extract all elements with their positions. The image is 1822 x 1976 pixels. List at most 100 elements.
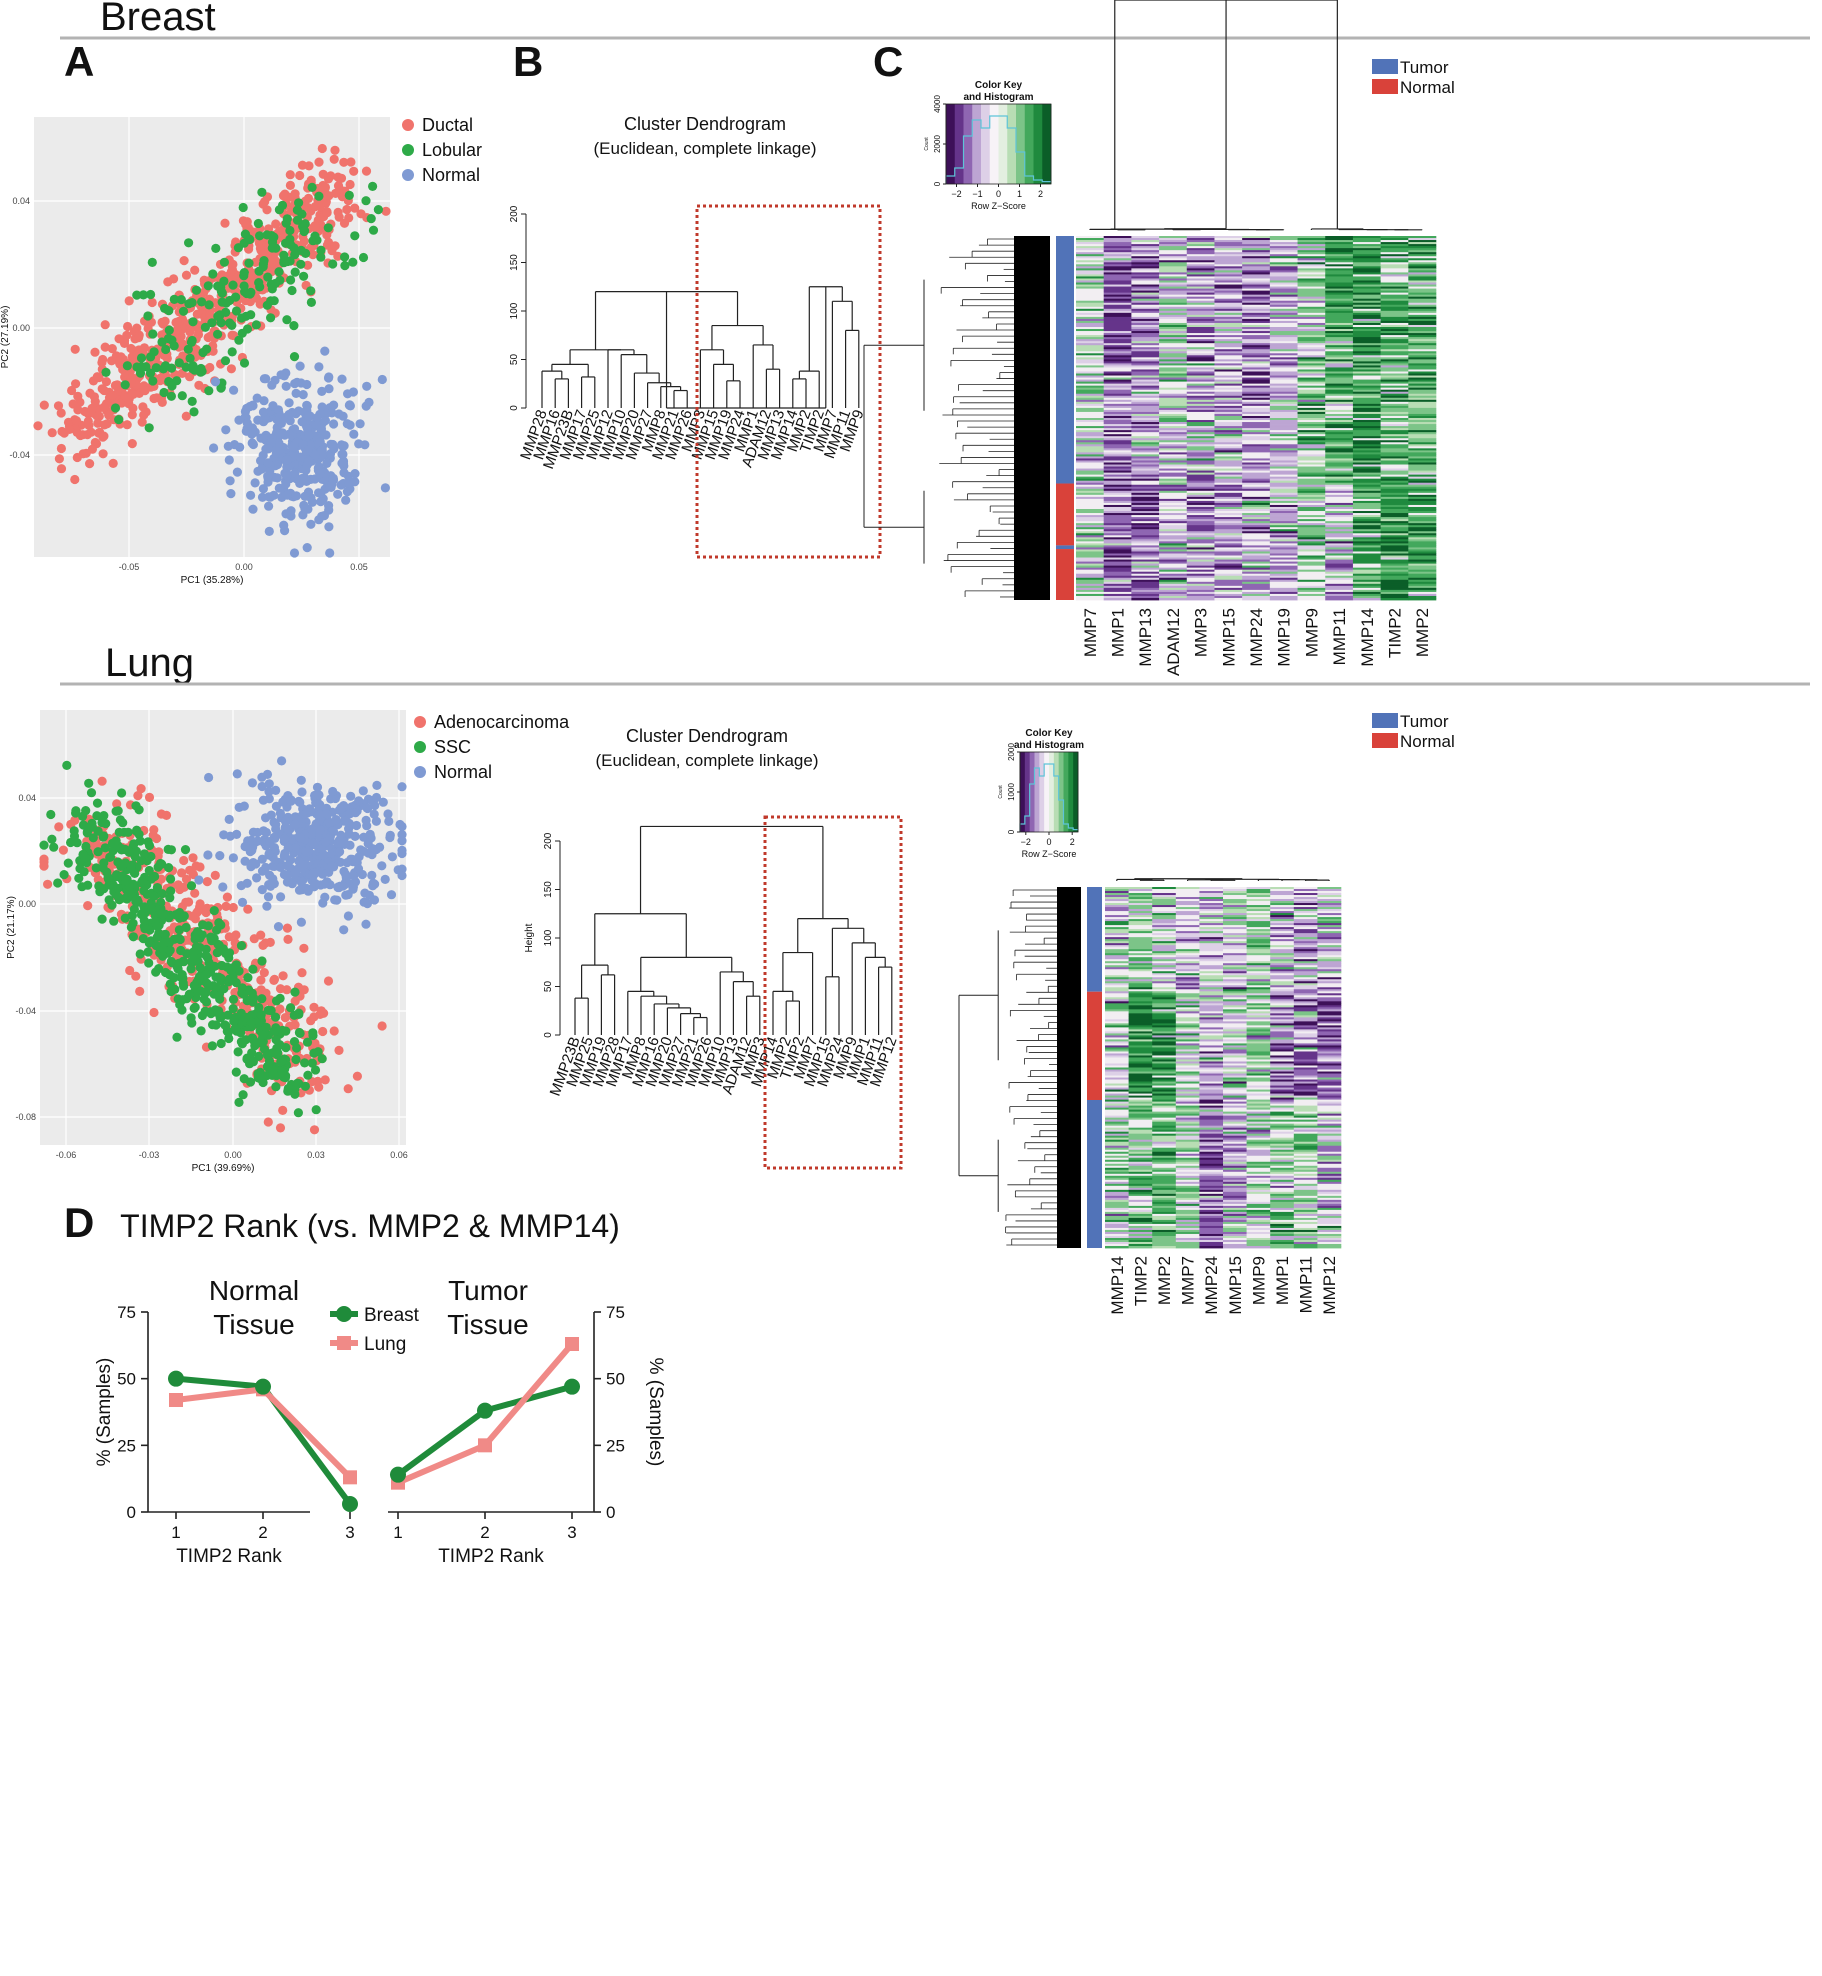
pca-point <box>159 387 169 398</box>
pca-point <box>317 143 327 154</box>
pca-point <box>361 166 372 176</box>
pca-point <box>148 329 158 339</box>
pca-point <box>114 334 124 344</box>
pca-point <box>143 311 153 321</box>
pca-point <box>333 172 343 182</box>
pca-point <box>99 831 109 841</box>
pca-point <box>238 202 248 213</box>
pca-point <box>297 160 308 170</box>
pca-point <box>303 193 314 203</box>
pca-point <box>293 1108 303 1118</box>
pca-point <box>56 443 66 454</box>
pca-y-tick-label: 0.00 <box>12 323 30 333</box>
pca-point <box>306 175 316 185</box>
pca-point <box>126 343 136 354</box>
pca-point <box>263 1061 273 1071</box>
pca-point <box>258 407 269 417</box>
pca-point <box>368 181 378 191</box>
pca-point <box>320 416 330 426</box>
pca-point <box>264 526 274 537</box>
pca-point <box>240 841 250 852</box>
pca-point <box>122 330 132 340</box>
pca-point <box>121 876 131 886</box>
pca-point <box>258 484 268 494</box>
pca-point <box>320 1075 330 1085</box>
pca-y-axis-label: PC2 (21.17%) <box>6 896 17 959</box>
pca-point <box>290 267 300 277</box>
pca-point <box>315 469 325 479</box>
pca-point <box>136 856 146 866</box>
pca-point <box>225 831 235 841</box>
pca-point <box>328 439 338 450</box>
pca-point <box>248 401 258 411</box>
pca-point <box>262 205 272 215</box>
pca-point <box>299 985 309 995</box>
pca-point <box>53 401 64 411</box>
pca-point <box>344 190 354 200</box>
pca-point <box>315 825 325 835</box>
dendrogram-y-tick-label: 0 <box>509 405 520 411</box>
pca-point <box>157 397 167 407</box>
pca-point <box>381 206 391 216</box>
pca-point <box>386 890 397 900</box>
pca-point <box>111 836 121 846</box>
pca-point <box>309 1012 319 1022</box>
pca-point <box>281 479 291 489</box>
pca-point <box>195 862 205 872</box>
pca-point <box>361 196 371 206</box>
pca-point <box>350 203 360 213</box>
pca-point <box>186 337 196 347</box>
pca-point <box>291 1054 301 1065</box>
pca-point <box>165 945 175 955</box>
pca-point <box>286 506 296 516</box>
pca-point <box>80 406 90 417</box>
pca-point <box>316 245 326 255</box>
pca-point <box>284 409 294 420</box>
pca-point <box>53 878 63 888</box>
pca-point <box>352 1071 362 1081</box>
pca-point <box>266 313 276 323</box>
pca-point <box>190 265 200 275</box>
pca-point <box>203 921 213 931</box>
pca-point <box>207 318 217 328</box>
pca-point <box>251 320 261 330</box>
pca-point <box>336 804 346 814</box>
dendrogram-title: Cluster Dendrogram <box>624 114 786 134</box>
pca-point <box>215 851 225 861</box>
pca-point <box>172 1032 182 1042</box>
pca-point <box>62 760 72 771</box>
pca-point <box>314 362 324 372</box>
pca-point <box>299 271 309 281</box>
breast-heatmap: MMP7 MMP1 MMP13 ADAM12 MMP3 MMP15 MMP24 MMP19 MM… <box>863 0 1455 676</box>
pca-point <box>189 407 199 417</box>
pca-point <box>81 448 91 458</box>
pca-point <box>197 366 207 376</box>
pca-point <box>263 444 274 454</box>
pca-point <box>97 914 107 924</box>
pca-point <box>254 1002 264 1013</box>
pca-point <box>251 859 261 869</box>
pca-point <box>282 490 292 500</box>
pca-x-tick-label: 0.05 <box>350 562 368 572</box>
pca-point <box>257 956 267 966</box>
pca-point <box>239 281 249 291</box>
pca-point <box>164 863 174 873</box>
pca-point <box>64 424 75 434</box>
pca-point <box>206 332 216 342</box>
pca-point <box>302 808 312 819</box>
pca-point <box>211 1020 221 1030</box>
pca-point <box>176 945 186 956</box>
pca-point <box>43 879 53 889</box>
pca-point <box>57 426 67 437</box>
pca-point <box>354 439 364 449</box>
pca-point <box>300 491 310 501</box>
pca-point <box>322 230 332 240</box>
pca-point <box>296 917 306 927</box>
pca-point <box>178 978 188 988</box>
pca-legend-label: Normal <box>434 762 492 782</box>
pca-point <box>257 464 267 474</box>
pca-point <box>371 792 382 803</box>
pca-point <box>397 848 407 859</box>
pca-point <box>307 182 317 192</box>
